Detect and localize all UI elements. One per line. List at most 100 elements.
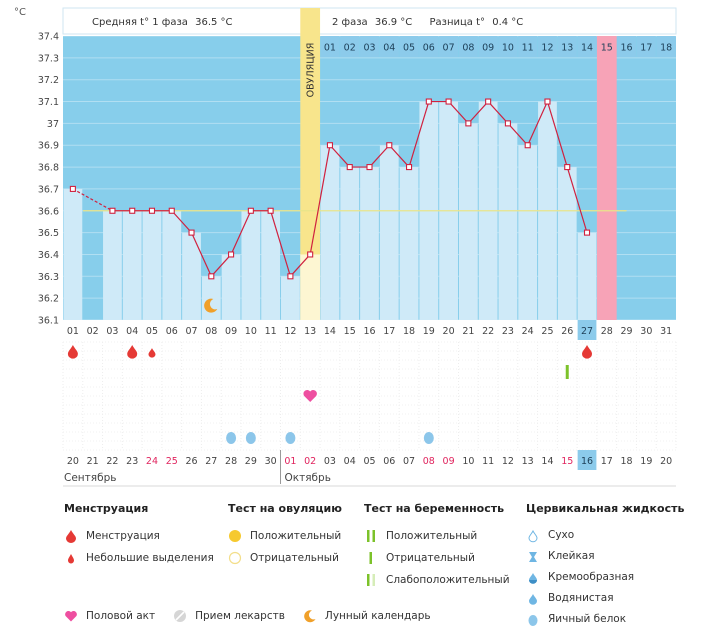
double-bar-icon <box>367 530 375 542</box>
calendar-date-label: 29 <box>245 456 257 467</box>
legend-label: Слабоположительный <box>386 574 510 586</box>
phase2-strip-cell <box>399 36 419 57</box>
calendar-date-label: 27 <box>205 456 217 467</box>
legend-label: Отрицательный <box>250 552 339 564</box>
phase2-day-label: 16 <box>621 43 633 54</box>
temperature-point <box>247 207 254 214</box>
eggwhite-drop-icon <box>423 432 434 444</box>
temperature-bar <box>63 188 83 320</box>
temperature-point <box>307 251 314 258</box>
temperature-line <box>487 101 509 124</box>
eggwhite-drop-icon <box>285 432 296 444</box>
legend-pregnancy-test: Тест на беременность Положительный Отриц… <box>364 498 510 591</box>
legend-label: Лунный календарь <box>324 610 431 622</box>
temperature-point <box>445 98 452 105</box>
cycle-day-label: 18 <box>403 326 415 337</box>
legend-label: Небольшие выделения <box>86 552 214 564</box>
temperature-point <box>287 273 294 280</box>
phase2-strip-cell <box>636 36 656 57</box>
month-label: Сентябрь <box>64 472 116 484</box>
temperature-bar <box>103 210 122 320</box>
temperature-point <box>583 229 591 236</box>
phase2-day-label: 18 <box>660 43 672 54</box>
cycle-day-label: 23 <box>502 326 514 337</box>
cycle-day-label: 04 <box>126 326 138 337</box>
phase2-day-label: 03 <box>363 43 375 54</box>
calendar-date-label: 28 <box>225 456 237 467</box>
phase2-strip-cell <box>518 36 538 57</box>
faint-bar-icon <box>367 574 375 586</box>
y-tick-label: 36.8 <box>38 163 59 174</box>
legend-item: Слабоположительный <box>364 569 510 591</box>
temperature-bar <box>458 123 478 320</box>
temperature-bar <box>320 145 340 320</box>
cycle-day-label: 05 <box>146 326 158 337</box>
temperature-bar <box>162 210 182 320</box>
calendar-date-label: 03 <box>324 456 336 467</box>
legend-label: Половой акт <box>86 610 156 622</box>
temperature-line <box>369 144 390 168</box>
y-tick-label: 36.6 <box>38 206 59 217</box>
spotting-drop-icon <box>148 348 156 358</box>
temperature-bar <box>221 254 241 320</box>
phase2-avg: 2 фаза 36.9 °C Разница t° 0.4 °C <box>332 17 523 28</box>
moon-icon <box>204 298 218 313</box>
temperature-bar <box>261 210 281 320</box>
menstruation-drop-icon <box>67 345 78 359</box>
diff-label: Разница t° <box>429 17 485 28</box>
eggwhite-drop-icon <box>245 432 256 444</box>
calendar-date-label: 08 <box>423 456 435 467</box>
phase2-day-label: 13 <box>561 43 573 54</box>
temperature-point <box>524 142 531 149</box>
cycle-day-label: 12 <box>284 326 296 337</box>
phase2-strip-cell <box>597 36 617 57</box>
legend-ovulation-test: Тест на овуляцию Положительный Отрицател… <box>228 498 342 569</box>
y-tick-label: 36.3 <box>38 272 59 283</box>
calendar-date-label: 13 <box>522 456 534 467</box>
temperature-bar <box>201 276 221 320</box>
calendar-date-label: 21 <box>87 456 99 467</box>
today-marker-bottom <box>577 450 597 470</box>
cycle-day-label: 15 <box>344 326 356 337</box>
calendar-date-label: 20 <box>67 456 79 467</box>
temperature-point <box>188 229 195 236</box>
positive-circle-icon <box>229 530 241 542</box>
temperature-point <box>386 142 393 149</box>
legend-item: Водянистая <box>526 588 684 609</box>
phase1-label: Средняя t° 1 фаза <box>92 17 188 28</box>
legend-item: Положительный <box>364 525 510 547</box>
temperature-bar <box>360 167 379 320</box>
calendar-date-label: 05 <box>363 456 375 467</box>
y-tick-label: 37.3 <box>38 53 59 64</box>
moon-icon <box>304 610 316 623</box>
plot-area: ОВУЛЯЦИЯ 01 02 03 04 05 06 07 08 09 10 11 12 13 14 15 16… <box>38 8 676 450</box>
calendar-date-label: 12 <box>502 456 514 467</box>
legend-label: Отрицательный <box>386 552 475 564</box>
temperature-bar <box>399 167 419 320</box>
negative-circle-icon <box>228 551 242 565</box>
temperature-bar <box>557 167 577 320</box>
cycle-day-label: 08 <box>205 326 217 337</box>
temperature-point <box>228 251 235 258</box>
temperature-line <box>388 144 410 168</box>
calendar-date-label: 22 <box>106 456 118 467</box>
calendar-date-label: 19 <box>640 456 652 467</box>
cycle-day-label: 29 <box>621 326 633 337</box>
cycle-day-label: 30 <box>640 326 652 337</box>
cycle-day-label: 28 <box>601 326 613 337</box>
cycle-day-label: 27 <box>581 326 593 337</box>
phase2-day-label: 10 <box>502 43 514 54</box>
temperature-line <box>566 166 588 233</box>
temperature-line <box>309 145 331 255</box>
cycle-day-label: 26 <box>561 326 573 337</box>
calendar-date-label: 04 <box>344 456 356 467</box>
eggwhite-drop-icon <box>528 614 538 626</box>
cycle-day-label: 09 <box>225 326 237 337</box>
legend-cervical: Цервикальная жидкость Сухо Клейкая Кремо… <box>526 498 684 630</box>
temperature-line <box>289 254 311 277</box>
temperature-bar <box>577 232 597 320</box>
calendar-date-label: 23 <box>126 456 138 467</box>
diff-value: 0.4 °C <box>492 17 523 28</box>
legend-item: Менструация <box>64 525 214 547</box>
legend-label: Менструация <box>86 530 160 542</box>
